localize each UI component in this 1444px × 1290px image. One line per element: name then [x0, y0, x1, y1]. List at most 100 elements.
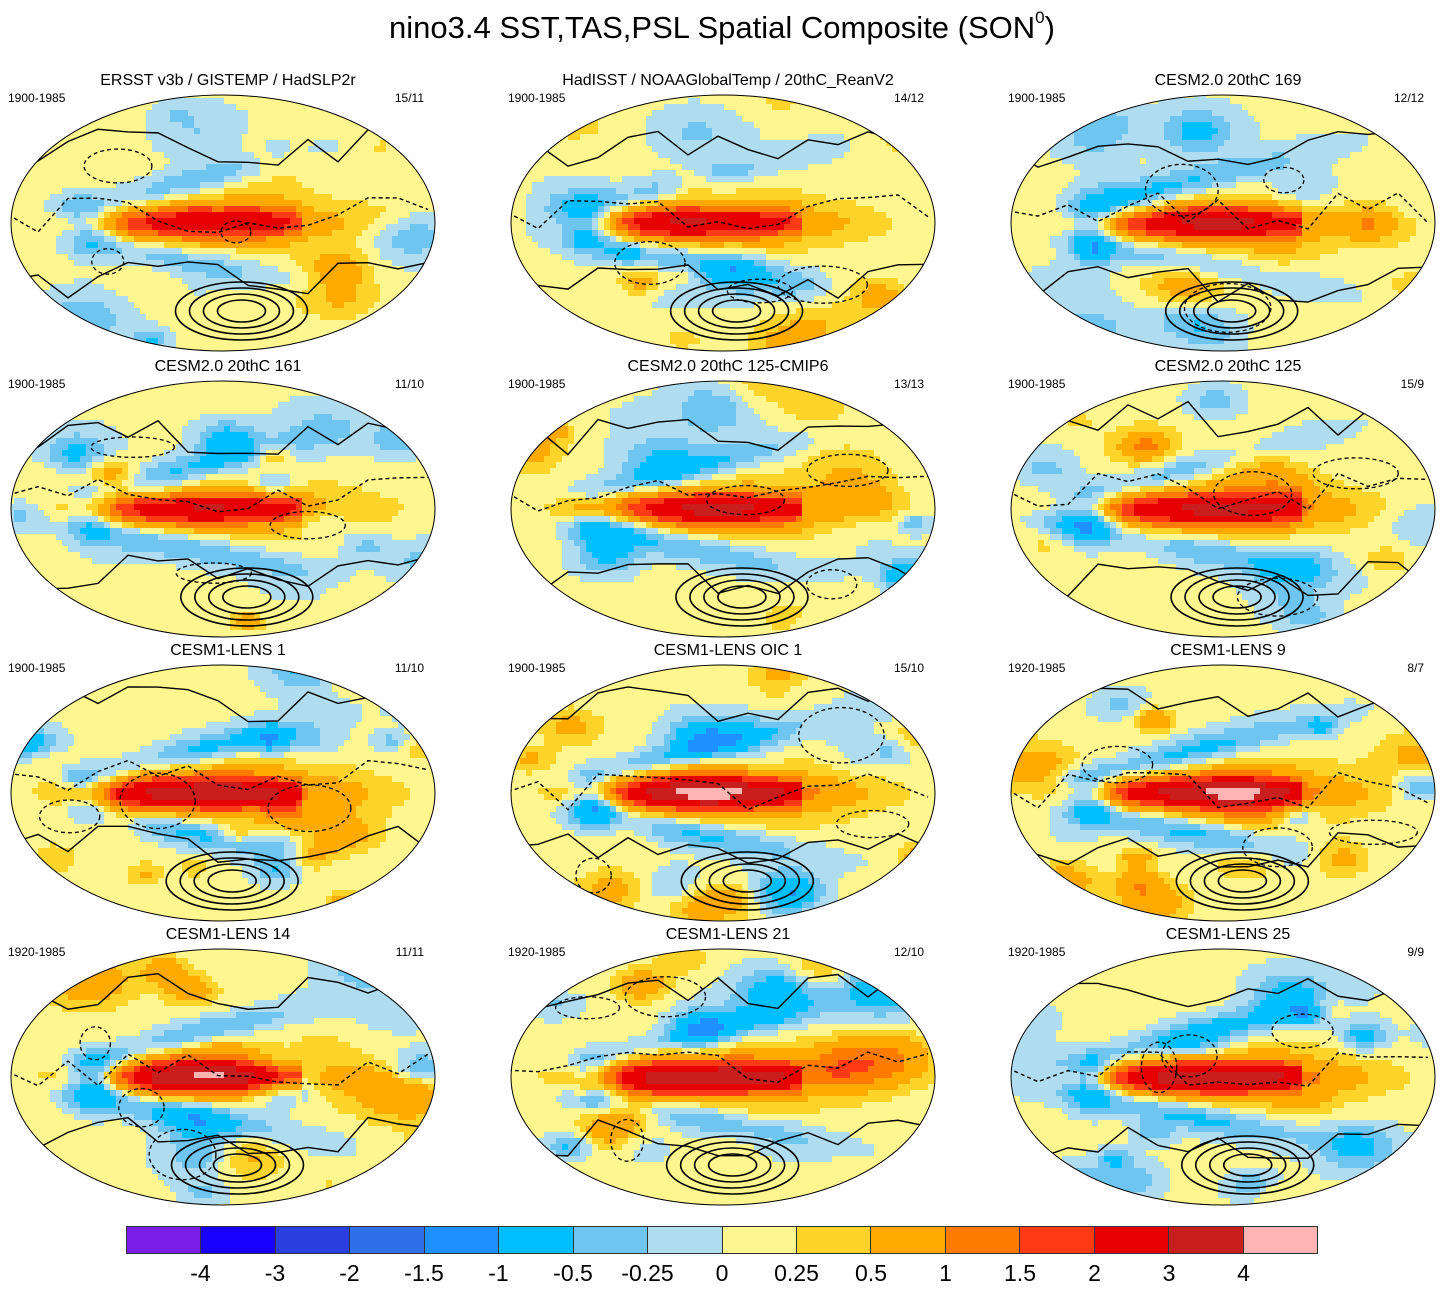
psl-contour-low — [1206, 299, 1257, 323]
psl-contour-line — [1011, 192, 1429, 230]
panel-title: CESM1-LENS OIC 1 — [508, 642, 948, 660]
colorbar-tick-label: -0.5 — [553, 1260, 593, 1286]
psl-contour-line — [511, 686, 929, 723]
panel-title: CESM2.0 20thC 125-CMIP6 — [508, 358, 948, 376]
psl-contour-line — [1011, 266, 1429, 303]
map-border — [510, 948, 936, 1206]
panel-event-count: 15/11 — [395, 91, 424, 105]
psl-contour-dashed — [118, 1087, 165, 1128]
psl-contour-low — [1184, 573, 1290, 621]
psl-contour-dashed — [1271, 1013, 1334, 1049]
psl-contour-low — [198, 1147, 277, 1183]
psl-contour-low — [1212, 585, 1262, 609]
psl-contour-low — [1178, 287, 1285, 335]
psl-contour-line — [1011, 1123, 1429, 1160]
psl-contour-line — [11, 1116, 429, 1155]
temperature-field — [11, 381, 435, 637]
psl-contours — [511, 130, 929, 341]
psl-contour-low — [1208, 1147, 1287, 1183]
psl-contour-dashed — [1144, 163, 1219, 217]
panel-title: ERSST v3b / GISTEMP / HadSLP2r — [8, 72, 448, 90]
psl-contour-low — [222, 585, 272, 609]
psl-contour-line — [1011, 1051, 1429, 1087]
psl-contour-dashed — [1263, 166, 1305, 194]
psl-contour-low — [1170, 567, 1304, 627]
panel-period: 1900-1985 — [8, 377, 65, 391]
psl-contour-low — [675, 567, 809, 627]
psl-contour-line — [11, 759, 429, 792]
psl-contour-line — [11, 972, 429, 1010]
colorbar-swatch — [648, 1227, 723, 1253]
colorbar-tick-label: 1.5 — [1004, 1260, 1036, 1286]
psl-contour-line — [511, 773, 929, 811]
composite-map — [510, 94, 936, 352]
colorbar — [126, 1226, 1318, 1254]
psl-contour-low — [207, 869, 257, 893]
composite-map — [1010, 94, 1436, 352]
psl-contours — [511, 973, 929, 1195]
psl-contour-low — [174, 281, 309, 341]
psl-contours — [11, 972, 429, 1195]
psl-contour-dashed — [1140, 1041, 1178, 1094]
temperature-field — [1011, 95, 1435, 351]
psl-contour-low — [689, 573, 795, 621]
colorbar-tick-label: 0 — [716, 1260, 729, 1286]
psl-contour-dashed — [220, 220, 252, 244]
panel-event-count: 13/13 — [894, 377, 924, 391]
psl-contours — [511, 418, 929, 627]
map-panel: CESM2.0 20thC 125 1900-1985 15/9 — [1008, 358, 1444, 643]
composite-map — [1010, 948, 1436, 1206]
panel-title: CESM2.0 20thC 169 — [1008, 72, 1444, 90]
psl-contour-line — [511, 1051, 929, 1083]
psl-contour-dashed — [1236, 577, 1319, 617]
panel-title: CESM1-LENS 14 — [8, 926, 448, 944]
panel-event-count: 14/12 — [894, 91, 924, 105]
psl-contour-dashed — [267, 784, 352, 833]
temperature-field — [511, 665, 935, 921]
panel-event-count: 9/9 — [1407, 945, 1424, 959]
psl-contour-low — [694, 857, 801, 905]
composite-map — [510, 948, 936, 1206]
panel-event-count: 11/10 — [395, 661, 424, 675]
colorbar-swatch — [201, 1227, 276, 1253]
map-border — [1010, 94, 1436, 352]
colorbar-swatch — [350, 1227, 425, 1253]
panel-event-count: 11/10 — [395, 377, 424, 391]
composite-map — [1010, 664, 1436, 922]
psl-contour-dashed — [806, 453, 889, 488]
map-border — [10, 380, 436, 638]
panel-period: 1900-1985 — [508, 377, 565, 391]
psl-contours — [511, 686, 929, 911]
psl-contour-dashed — [706, 484, 786, 516]
panel-event-count: 8/7 — [1407, 661, 1424, 675]
psl-contour-line — [1011, 832, 1429, 868]
psl-contour-low — [1164, 281, 1299, 341]
colorbar-tick-label: -1.5 — [404, 1260, 444, 1286]
psl-contours — [11, 419, 429, 627]
psl-contour-low — [707, 1153, 758, 1177]
psl-contour-low — [665, 1135, 800, 1195]
composite-map — [10, 948, 436, 1206]
panel-title: CESM1-LENS 21 — [508, 926, 948, 944]
psl-contour-low — [1180, 1135, 1315, 1195]
panel-period: 1900-1985 — [1008, 377, 1065, 391]
psl-contour-dashed — [1242, 827, 1313, 868]
psl-contour-low — [697, 293, 776, 329]
psl-contour-dashed — [1081, 745, 1154, 784]
psl-contour-dashed — [575, 857, 612, 894]
psl-contour-low — [693, 1147, 772, 1183]
figure-title: nino3.4 SST,TAS,PSL Spatial Composite (S… — [0, 8, 1444, 48]
psl-contour-line — [511, 833, 929, 864]
panel-period: 1920-1985 — [508, 945, 565, 959]
psl-contour-line — [1011, 472, 1429, 511]
psl-contours — [11, 128, 429, 341]
composite-map — [10, 664, 436, 922]
panel-period: 1900-1985 — [508, 661, 565, 675]
psl-contour-low — [722, 869, 773, 893]
panel-event-count: 11/11 — [396, 945, 424, 959]
colorbar-swatch — [275, 1227, 351, 1253]
psl-contour-low — [208, 579, 286, 615]
colorbar-swatch — [796, 1227, 872, 1253]
composite-map — [510, 380, 936, 638]
colorbar-swatch — [573, 1227, 649, 1253]
